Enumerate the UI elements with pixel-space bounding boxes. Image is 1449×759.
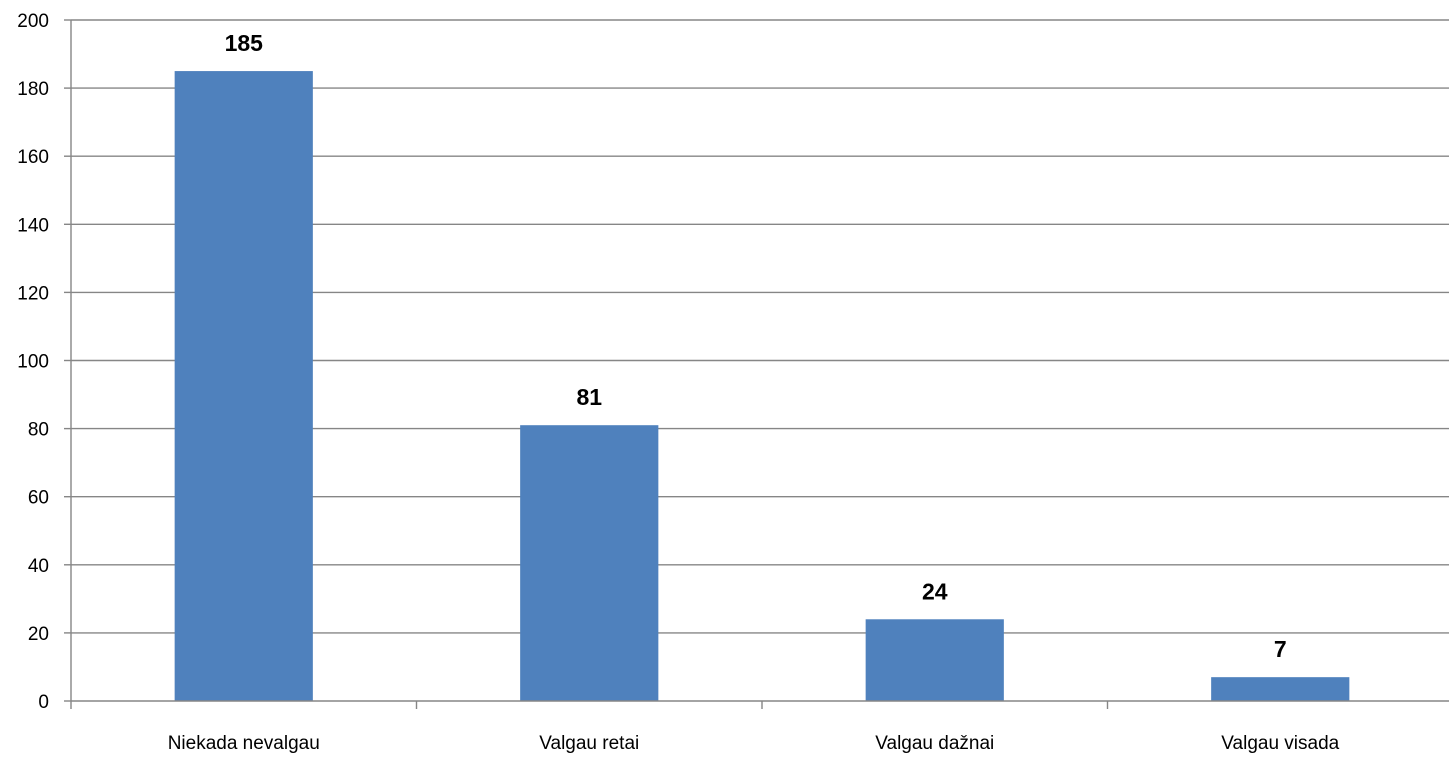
bar <box>1211 677 1350 701</box>
bar <box>865 619 1004 701</box>
y-tick-label: 180 <box>17 79 49 100</box>
labels: 0 20 40 60 80 100 120 140 160 180 200 185 Niekada ne… <box>17 11 1339 754</box>
data-label: 81 <box>576 384 602 410</box>
y-tick-label: 100 <box>17 352 49 373</box>
data-label: 24 <box>922 578 948 604</box>
y-tick-label: 200 <box>17 11 49 32</box>
y-tick-label: 40 <box>28 556 49 577</box>
y-tick-label: 20 <box>28 624 49 645</box>
x-category-label: Valgau visada <box>1221 733 1339 754</box>
data-label: 185 <box>225 30 264 56</box>
bars <box>174 71 1350 701</box>
y-tick-label: 160 <box>17 147 49 168</box>
y-tick-label: 80 <box>28 420 49 441</box>
y-tick-label: 140 <box>17 215 49 236</box>
y-tick-label: 0 <box>38 692 49 713</box>
x-category-label: Valgau retai <box>539 733 639 754</box>
data-label: 7 <box>1274 636 1287 662</box>
axes <box>64 19 1449 709</box>
bar <box>174 71 313 701</box>
x-category-label: Valgau dažnai <box>875 733 994 754</box>
y-tick-label: 120 <box>17 283 49 304</box>
x-category-label: Niekada nevalgau <box>168 733 320 754</box>
y-tick-label: 60 <box>28 488 49 509</box>
bar <box>520 425 659 701</box>
